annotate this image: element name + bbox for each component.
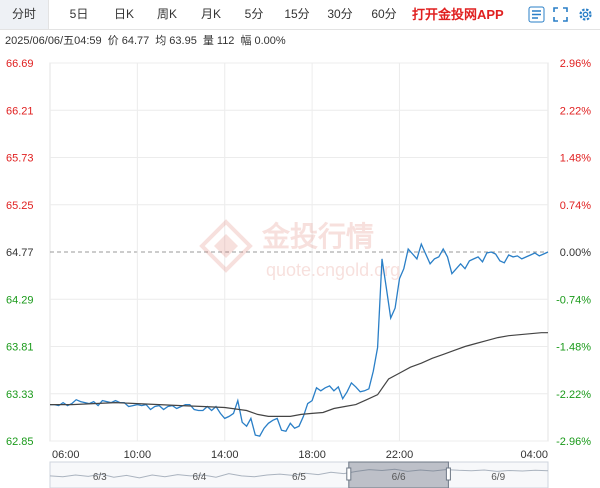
y-tick-label-left: 63.33 bbox=[6, 389, 34, 401]
y-tick-label-left: 64.29 bbox=[6, 294, 34, 306]
y-tick-label-right: -2.96% bbox=[556, 436, 591, 448]
watermark-title: 金投行情 bbox=[261, 220, 374, 252]
average-line bbox=[50, 332, 548, 417]
watermark-logo bbox=[199, 219, 253, 273]
y-tick-label-left: 66.69 bbox=[6, 58, 34, 70]
fullscreen-icon[interactable] bbox=[552, 6, 569, 23]
y-tick-label-left: 65.25 bbox=[6, 200, 34, 212]
navigator-handle bbox=[445, 467, 451, 481]
y-tick-label-left: 64.77 bbox=[6, 247, 34, 259]
grid bbox=[49, 62, 549, 442]
quote-datetime: 2025/06/06/五04:59 bbox=[5, 35, 102, 47]
y-tick-label-right: 0.74% bbox=[560, 200, 591, 212]
y-tick-label-left: 66.21 bbox=[6, 105, 34, 117]
tab-period-4[interactable]: 月K bbox=[200, 7, 221, 21]
amplitude-value: 0.00% bbox=[254, 35, 286, 47]
y-tick-label-left: 63.81 bbox=[6, 342, 34, 354]
price-value: 64.77 bbox=[121, 35, 150, 47]
y-tick-label-right: -2.22% bbox=[556, 389, 591, 401]
watermark: 金投行情 quote.cngold.org bbox=[199, 219, 400, 280]
avg-label: 均 bbox=[155, 35, 167, 47]
x-tick-label: 04:00 bbox=[520, 449, 548, 461]
navigator-date-label: 6/6 bbox=[392, 472, 406, 483]
x-tick-label: 06:00 bbox=[52, 449, 80, 461]
navigator-date-label: 6/9 bbox=[491, 472, 505, 483]
y-tick-label-left: 62.85 bbox=[6, 436, 34, 448]
navigator-frame bbox=[49, 461, 549, 488]
tab-period-7[interactable]: 30分 bbox=[327, 7, 353, 21]
avg-value: 63.95 bbox=[169, 35, 197, 47]
open-app-link[interactable]: 打开金投网APP bbox=[412, 7, 504, 22]
watermark-logo-core bbox=[214, 234, 238, 258]
x-tick-label: 22:00 bbox=[386, 449, 414, 461]
y-tick-label-left: 65.73 bbox=[6, 153, 34, 165]
tab-period-2[interactable]: 日K bbox=[113, 7, 134, 21]
y-tick-label-right: -1.48% bbox=[556, 342, 591, 354]
y-tick-label-right: 2.22% bbox=[560, 105, 591, 117]
volume-label: 量 bbox=[202, 35, 214, 47]
tab-period-6[interactable]: 15分 bbox=[284, 7, 310, 21]
navigator-handle bbox=[346, 467, 352, 481]
price-label: 价 bbox=[107, 35, 119, 47]
navigator-selection bbox=[348, 461, 449, 488]
navigator-trend bbox=[49, 468, 549, 479]
y-tick-label-right: -0.74% bbox=[556, 294, 591, 306]
navigator-date-label: 6/4 bbox=[192, 472, 206, 483]
settings-gear-icon[interactable] bbox=[577, 6, 594, 23]
volume-value: 112 bbox=[216, 35, 235, 47]
price-line bbox=[50, 242, 549, 437]
navigator-date-label: 6/3 bbox=[93, 472, 107, 483]
y-tick-label-right: 0.00% bbox=[560, 247, 591, 259]
tab-period-3[interactable]: 周K bbox=[156, 7, 177, 21]
quote-info-bar: 2025/06/06/五04:59 价 64.77 均 63.95 量 112 幅 0.… bbox=[5, 32, 289, 48]
tab-period-1[interactable]: 5日 bbox=[69, 7, 89, 21]
y-tick-label-right: 1.48% bbox=[560, 153, 591, 165]
period-tab-bar: 分时 5日 日K 周K 月K 5分 15分 30分 60分 打开金投网APP bbox=[0, 0, 600, 30]
x-tick-label: 10:00 bbox=[124, 449, 152, 461]
y-tick-label-right: 2.96% bbox=[560, 58, 591, 70]
tab-period-8[interactable]: 60分 bbox=[371, 7, 397, 21]
tab-period-5[interactable]: 5分 bbox=[244, 7, 264, 21]
plot-frame bbox=[49, 62, 549, 442]
strategy-icon[interactable] bbox=[528, 6, 545, 23]
amplitude-label: 幅 bbox=[240, 35, 252, 47]
watermark-url: quote.cngold.org bbox=[266, 260, 400, 280]
tab-intraday[interactable]: 分时 bbox=[0, 0, 49, 29]
x-tick-label: 18:00 bbox=[298, 449, 326, 461]
navigator-date-label: 6/5 bbox=[292, 472, 306, 483]
x-tick-label: 14:00 bbox=[211, 449, 239, 461]
